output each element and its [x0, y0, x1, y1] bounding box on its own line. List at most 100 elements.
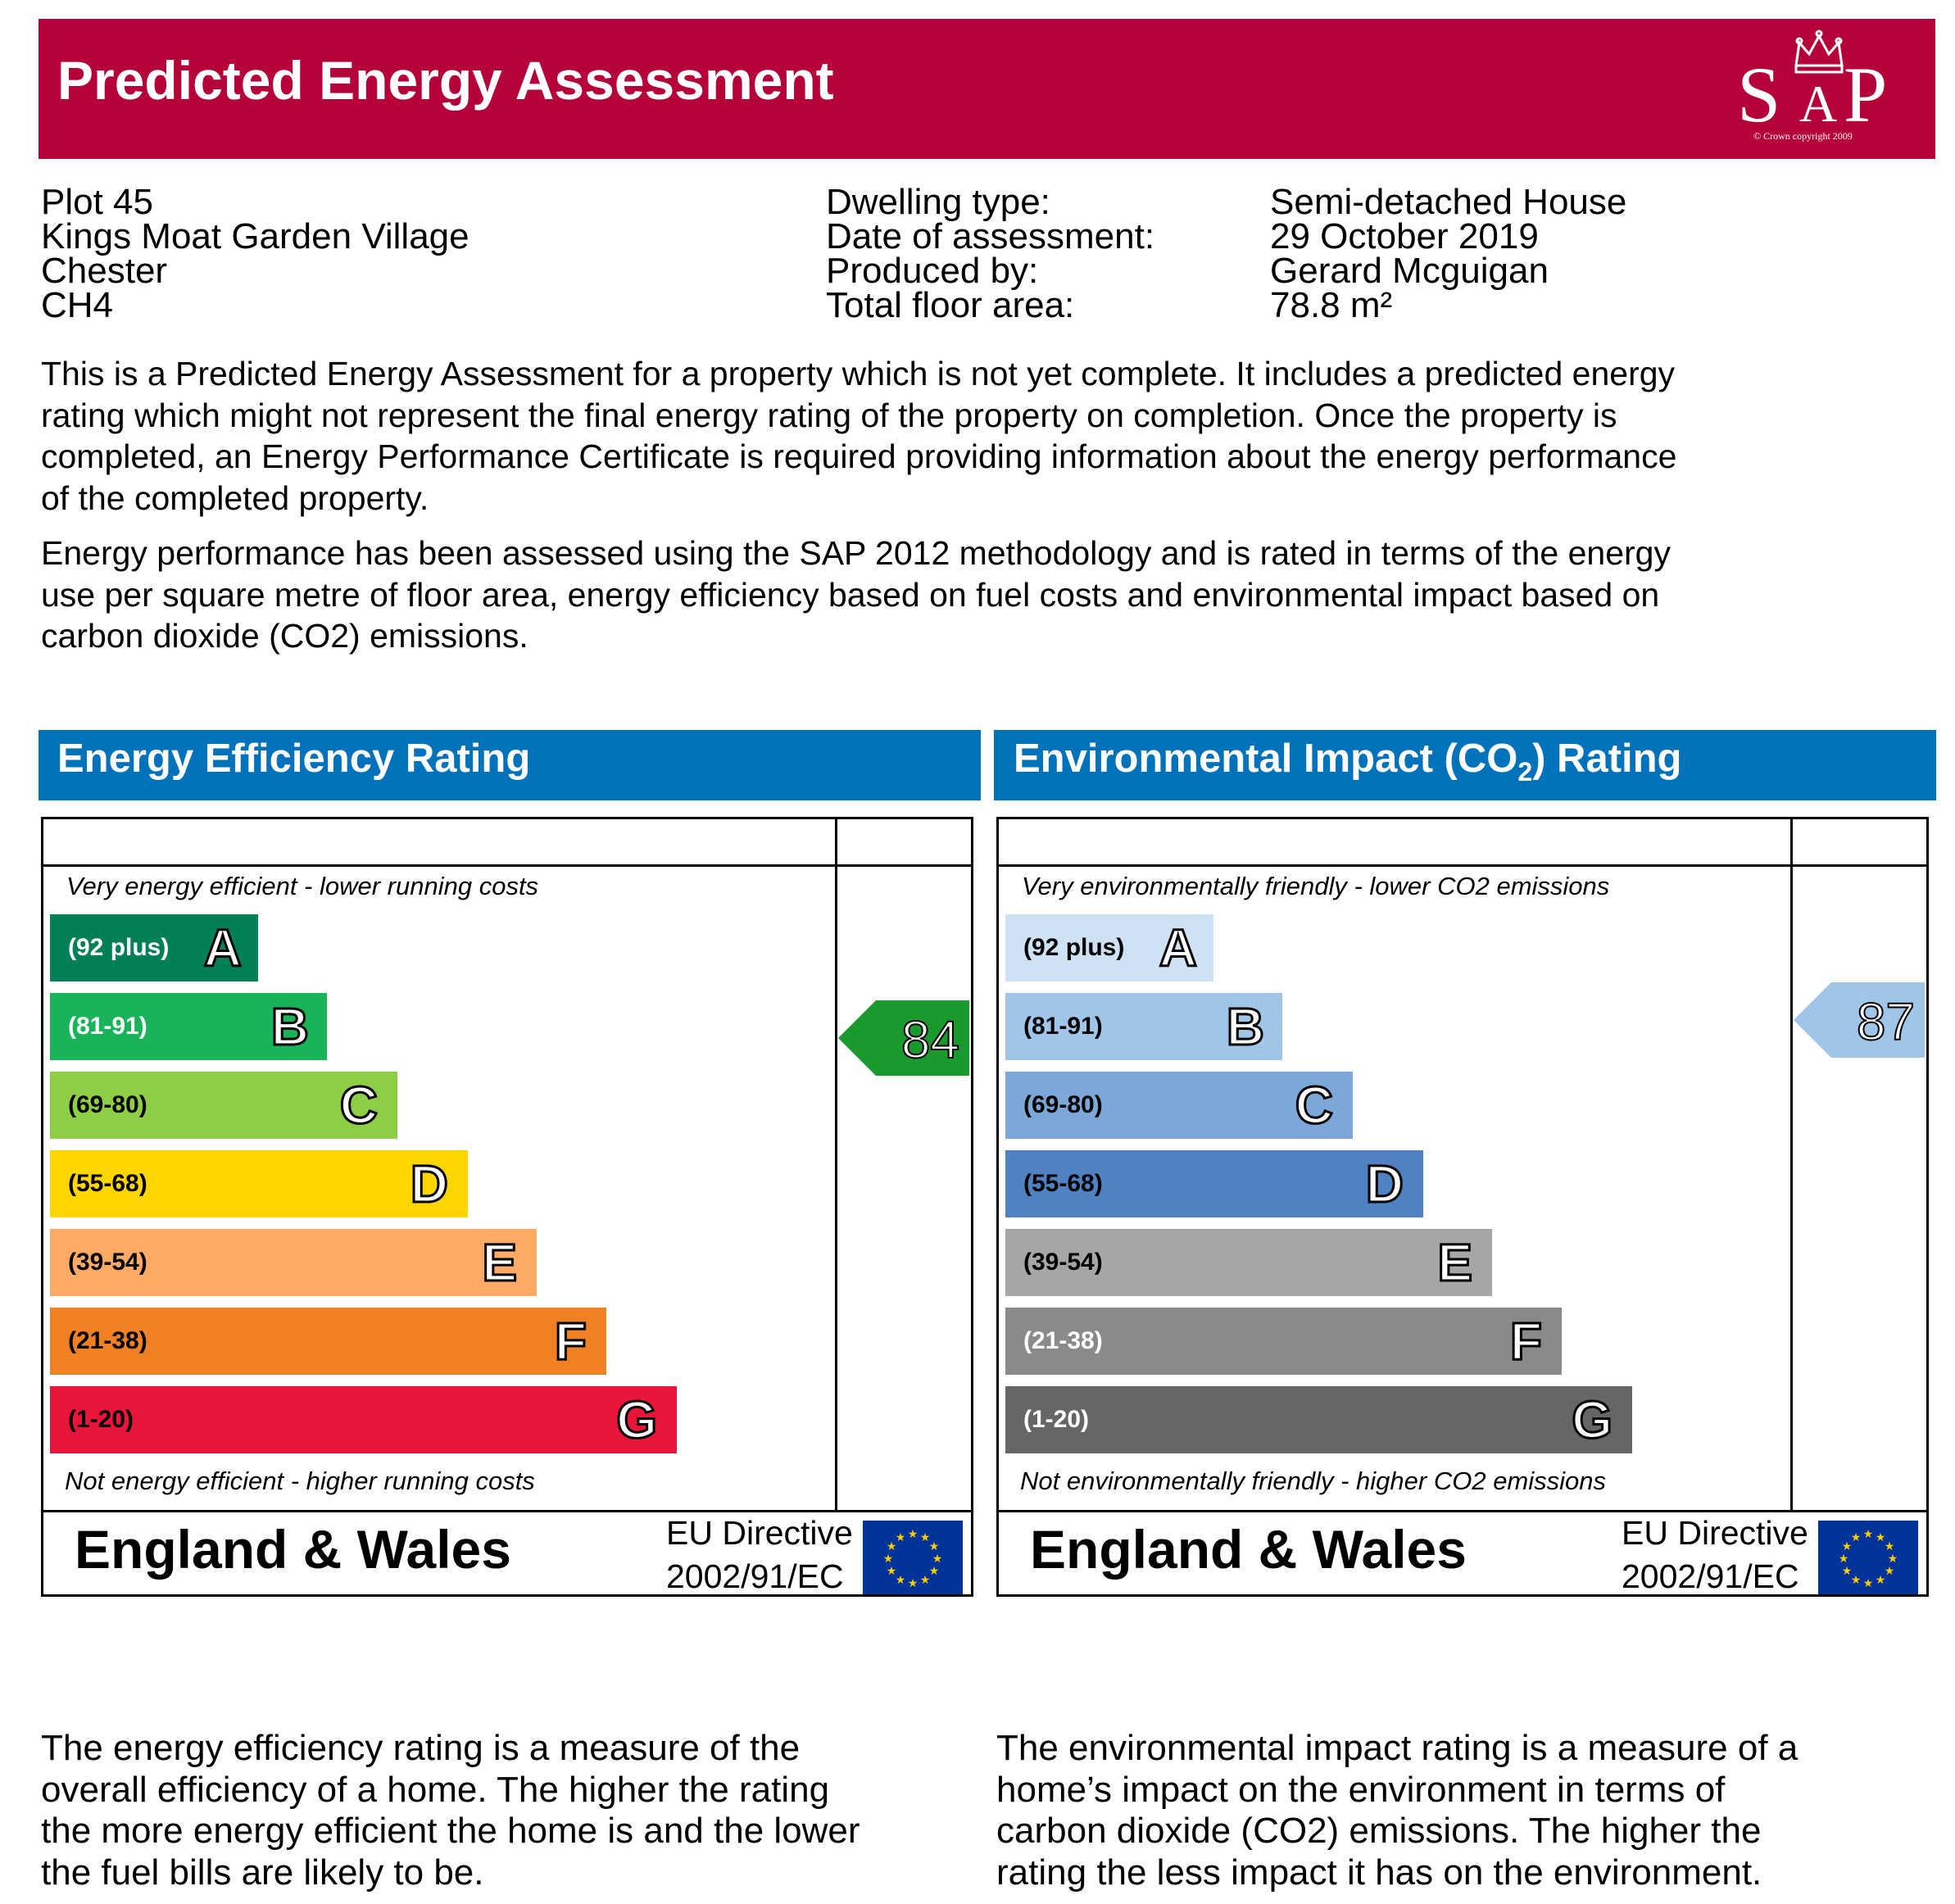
svg-text:★: ★ — [1851, 1530, 1862, 1544]
svg-text:★: ★ — [920, 1530, 931, 1544]
svg-text:★: ★ — [896, 1573, 906, 1586]
eu-directive-label: EU Directive — [1622, 1514, 1808, 1552]
explanation-line: home’s impact on the environment in term… — [996, 1769, 1726, 1810]
explanation-line: rating the less impact it has on the env… — [996, 1852, 1762, 1893]
intro-line: of the completed property. — [41, 478, 429, 517]
crown-icon — [1794, 29, 1844, 74]
eu-directive-number: 2002/91/EC — [1622, 1557, 1799, 1595]
energy-efficiency-explanation: The energy efficiency rating is a measur… — [41, 1728, 860, 1893]
svg-text:★: ★ — [887, 1539, 897, 1553]
energy-efficiency-header — [39, 730, 981, 800]
svg-text:★: ★ — [1863, 1576, 1874, 1589]
rating-band-g: (1-20) G — [50, 1386, 677, 1453]
rating-arrow-shape — [1794, 982, 1925, 1058]
environmental-impact-chart: Very environmentally friendly - lower CO… — [996, 817, 1929, 1597]
svg-text:★: ★ — [896, 1530, 906, 1544]
energy-efficiency-chart: Very energy efficient - lower running co… — [41, 817, 973, 1597]
band-range-label: (55-68) — [68, 1170, 147, 1197]
address-line: Kings Moat Garden Village — [41, 216, 469, 256]
band-letter: A — [1158, 918, 1198, 979]
intro-line: This is a Predicted Energy Assessment fo… — [41, 355, 1676, 392]
environmental-impact-title: Environmental Impact (CO2) Rating — [1014, 737, 1682, 787]
footer-divider — [999, 1510, 1926, 1512]
column-divider — [1790, 819, 1793, 1512]
band-letter: G — [615, 1389, 659, 1451]
header-row-divider — [43, 864, 971, 867]
band-letter: C — [1294, 1075, 1334, 1136]
band-range-label: (92 plus) — [1023, 934, 1125, 961]
band-letter: D — [409, 1154, 449, 1215]
eu-directive-number: 2002/91/EC — [666, 1557, 844, 1595]
address-line: Plot 45 — [41, 182, 153, 222]
band-range-label: (39-54) — [1023, 1249, 1103, 1276]
footer-divider — [43, 1510, 971, 1512]
band-range-label: (39-54) — [68, 1249, 147, 1276]
band-letter: G — [1571, 1389, 1614, 1451]
floor-area-label: Total floor area: — [826, 285, 1075, 325]
band-range-label: (69-80) — [1023, 1091, 1103, 1118]
methodology-paragraph: Energy performance has been assessed usi… — [41, 533, 1671, 657]
sap-letter-s: S — [1737, 51, 1780, 138]
svg-text:★: ★ — [1885, 1564, 1895, 1577]
svg-text:★: ★ — [920, 1573, 931, 1586]
svg-text:★: ★ — [929, 1564, 940, 1577]
floor-area-value: 78.8 m² — [1270, 285, 1393, 325]
current-rating-arrow: 87 — [1794, 982, 1925, 1058]
explanation-line: the fuel bills are likely to be. — [41, 1852, 484, 1893]
rating-band-c: (69-80) C — [1005, 1072, 1353, 1139]
eu-flag-icon: ★ ★★★★★★★★★★★ — [1818, 1521, 1918, 1594]
assessment-date-label: Date of assessment: — [826, 216, 1155, 256]
produced-by-value: Gerard Mcguigan — [1270, 251, 1549, 291]
band-letter: E — [1436, 1232, 1474, 1294]
rating-band-a: (92 plus) A — [1005, 914, 1213, 981]
svg-text:★: ★ — [929, 1539, 940, 1553]
footer-country: England & Wales — [75, 1519, 511, 1580]
top-scale-note: Very energy efficient - lower running co… — [66, 872, 539, 900]
explanation-line: the more energy efficient the home is an… — [41, 1811, 860, 1851]
sap-letter-a: A — [1799, 75, 1837, 133]
band-letter: F — [1508, 1311, 1543, 1372]
band-range-label: (1-20) — [1023, 1406, 1090, 1433]
explanation-line: The energy efficiency rating is a measur… — [41, 1728, 801, 1768]
svg-text:★: ★ — [883, 1552, 894, 1565]
intro-line: carbon dioxide (CO2) emissions. — [41, 617, 528, 655]
explanation-line: The environmental impact rating is a mea… — [996, 1728, 1799, 1768]
eu-directive-label: EU Directive — [666, 1514, 853, 1552]
rating-band-f: (21-38) F — [1005, 1308, 1562, 1375]
header-banner — [39, 19, 1935, 159]
rating-band-a: (92 plus) A — [50, 914, 258, 981]
dwelling-type-value: Semi-detached House — [1270, 182, 1627, 222]
current-rating-arrow: 84 — [838, 1000, 969, 1076]
band-letter: B — [1225, 996, 1265, 1058]
rating-band-b: (81-91) B — [1005, 993, 1282, 1060]
energy-efficiency-title: Energy Efficiency Rating — [57, 737, 531, 781]
svg-text:★: ★ — [1888, 1552, 1898, 1565]
intro-line: Energy performance has been assessed usi… — [41, 534, 1671, 572]
column-divider — [835, 819, 837, 1512]
svg-text:★: ★ — [1851, 1573, 1862, 1586]
band-letter: D — [1364, 1154, 1404, 1215]
svg-text:★: ★ — [908, 1527, 919, 1540]
svg-text:★: ★ — [1876, 1530, 1886, 1544]
svg-text:★: ★ — [1842, 1564, 1853, 1577]
rating-band-f: (21-38) F — [50, 1308, 606, 1375]
rating-band-g: (1-20) G — [1005, 1386, 1632, 1453]
rating-band-d: (55-68) D — [50, 1150, 468, 1217]
environmental-impact-explanation: The environmental impact rating is a mea… — [996, 1728, 1798, 1893]
produced-by-label: Produced by: — [826, 251, 1039, 291]
svg-text:★: ★ — [1876, 1573, 1886, 1586]
band-range-label: (55-68) — [1023, 1170, 1103, 1197]
svg-text:★: ★ — [1863, 1527, 1874, 1540]
band-range-label: (1-20) — [68, 1406, 134, 1433]
dwelling-type-label: Dwelling type: — [826, 182, 1050, 222]
current-rating-value: 87 — [1857, 992, 1915, 1051]
rating-band-e: (39-54) E — [50, 1229, 537, 1296]
svg-text:★: ★ — [1842, 1539, 1853, 1553]
sap-letter-p: P — [1844, 51, 1887, 138]
sap-copyright: © Crown copyright 2009 — [1753, 130, 1853, 142]
band-range-label: (81-91) — [1023, 1013, 1103, 1040]
band-letter: A — [202, 918, 243, 979]
page-title: Predicted Energy Assessment — [57, 50, 834, 111]
intro-line: completed, an Energy Performance Certifi… — [41, 437, 1677, 475]
current-rating-value: 84 — [901, 1010, 959, 1069]
